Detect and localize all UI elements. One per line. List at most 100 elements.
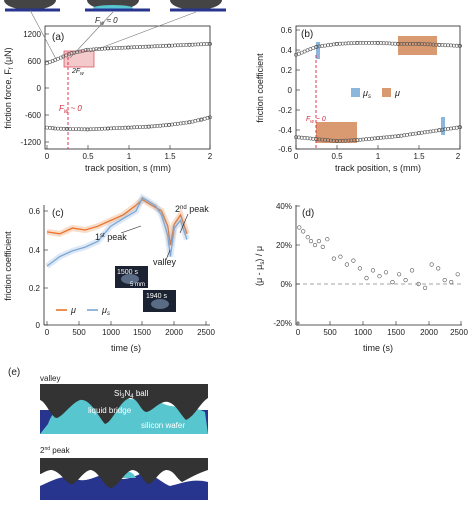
data-point	[403, 278, 408, 283]
legend-mus: μs	[101, 305, 110, 317]
y-axis-label: (μ - μs) / μ	[254, 246, 266, 286]
xtick-label: 500	[323, 328, 337, 337]
y-ticks: 1200 600 0 -600 -1200	[21, 30, 49, 147]
data-point	[59, 126, 63, 131]
data-point	[358, 137, 363, 142]
peak2-diagram	[40, 458, 208, 500]
data-point	[297, 225, 302, 230]
data-point	[390, 280, 395, 285]
data-point	[71, 127, 76, 132]
data-point	[296, 135, 301, 140]
data-point	[328, 42, 333, 47]
x-axis-label: track position, s (mm)	[335, 163, 421, 173]
data-point	[196, 118, 201, 123]
ytick-label: -0.6	[278, 145, 292, 154]
legend-mu: μ	[70, 305, 76, 315]
bridge-label: liquid bridge	[88, 406, 132, 415]
data-point	[387, 41, 392, 46]
data-point	[114, 126, 119, 131]
xtick-label: 0.5	[331, 152, 343, 161]
xtick-label: 0	[296, 328, 301, 337]
data-point	[419, 42, 424, 46]
inset-ball	[151, 299, 169, 309]
valley-arrow	[165, 249, 171, 261]
data-point	[85, 47, 90, 52]
data-point	[357, 266, 363, 271]
data-point	[429, 262, 434, 267]
data-point	[146, 44, 151, 49]
data-point	[308, 239, 314, 244]
inset-time: 1940 s	[146, 293, 168, 300]
data-point	[396, 42, 401, 46]
xtick-label: 2500	[197, 328, 215, 337]
data-point	[114, 46, 119, 50]
x-axis-label: time (s)	[111, 343, 141, 353]
x-axis-label: track position, s (mm)	[85, 163, 171, 173]
data-point	[364, 276, 369, 281]
data-point	[83, 48, 88, 53]
data-point	[75, 50, 80, 55]
data-point	[458, 125, 462, 130]
data-point	[408, 42, 412, 46]
ytick-label: 20%	[276, 241, 292, 250]
data-point	[152, 44, 157, 49]
xtick-label: 1500	[387, 328, 405, 337]
y-ticks: 0.6 0.4 0.2 0 -0.2 -0.4 -0.6	[278, 26, 300, 154]
data-point	[97, 47, 102, 51]
panel-label: (c)	[52, 208, 64, 219]
ball-left	[4, 0, 56, 10]
data-point	[65, 126, 70, 131]
data-point	[344, 262, 350, 267]
data-point	[377, 274, 382, 279]
data-point	[50, 59, 55, 63]
inset-scale: 5 mm	[130, 282, 145, 288]
panel-label: (b)	[301, 29, 313, 40]
callout-line	[29, 9, 57, 60]
annot-2fw: 2Fw	[71, 68, 84, 77]
series-markers	[45, 42, 212, 132]
peak2-title: 2nd peak	[40, 446, 71, 455]
data-point	[152, 124, 157, 129]
xtick-label: 2000	[420, 328, 438, 337]
data-point	[369, 41, 374, 45]
data-point	[120, 45, 125, 50]
y-axis-label: friction force, Ff (μN)	[3, 47, 15, 128]
series-markers	[294, 41, 462, 144]
data-point	[167, 43, 172, 48]
data-point	[320, 244, 325, 249]
data-point	[328, 138, 333, 143]
ytick-label: -1200	[21, 138, 42, 147]
xtick-label: 1.5	[413, 152, 425, 161]
panel-label: (a)	[52, 32, 64, 43]
y-axis-label: friction coefficient	[255, 53, 265, 123]
data-point	[140, 45, 145, 49]
series-markers	[297, 225, 460, 291]
data-point	[50, 126, 55, 131]
liquid-bridge	[40, 397, 208, 434]
data-point	[369, 136, 374, 141]
salmon-box-bottom	[316, 122, 357, 143]
xtick-label: 1500	[133, 328, 151, 337]
data-point	[59, 55, 63, 60]
data-point	[367, 41, 371, 45]
ytick-label: 0.4	[281, 46, 293, 55]
top-schematic: Fw ≈ 0	[4, 0, 226, 27]
legend-mu: μ	[394, 88, 400, 98]
data-point	[349, 41, 354, 46]
x-ticks: 0 500 1000 1500 2000 2500	[45, 321, 215, 337]
data-point	[331, 256, 337, 261]
data-point	[81, 48, 85, 53]
valley-label: valley	[153, 257, 177, 267]
ytick-label: 1200	[23, 30, 41, 39]
ytick-label: 40%	[276, 202, 292, 211]
data-point	[305, 235, 310, 240]
ytick-label: 0.6	[29, 207, 41, 216]
panel-label: (e)	[8, 367, 20, 378]
y-axis-label: friction coefficient	[3, 231, 13, 301]
data-point	[120, 126, 125, 130]
data-point	[129, 45, 134, 50]
data-point	[387, 135, 392, 139]
data-point	[312, 242, 318, 248]
data-point	[48, 126, 52, 130]
